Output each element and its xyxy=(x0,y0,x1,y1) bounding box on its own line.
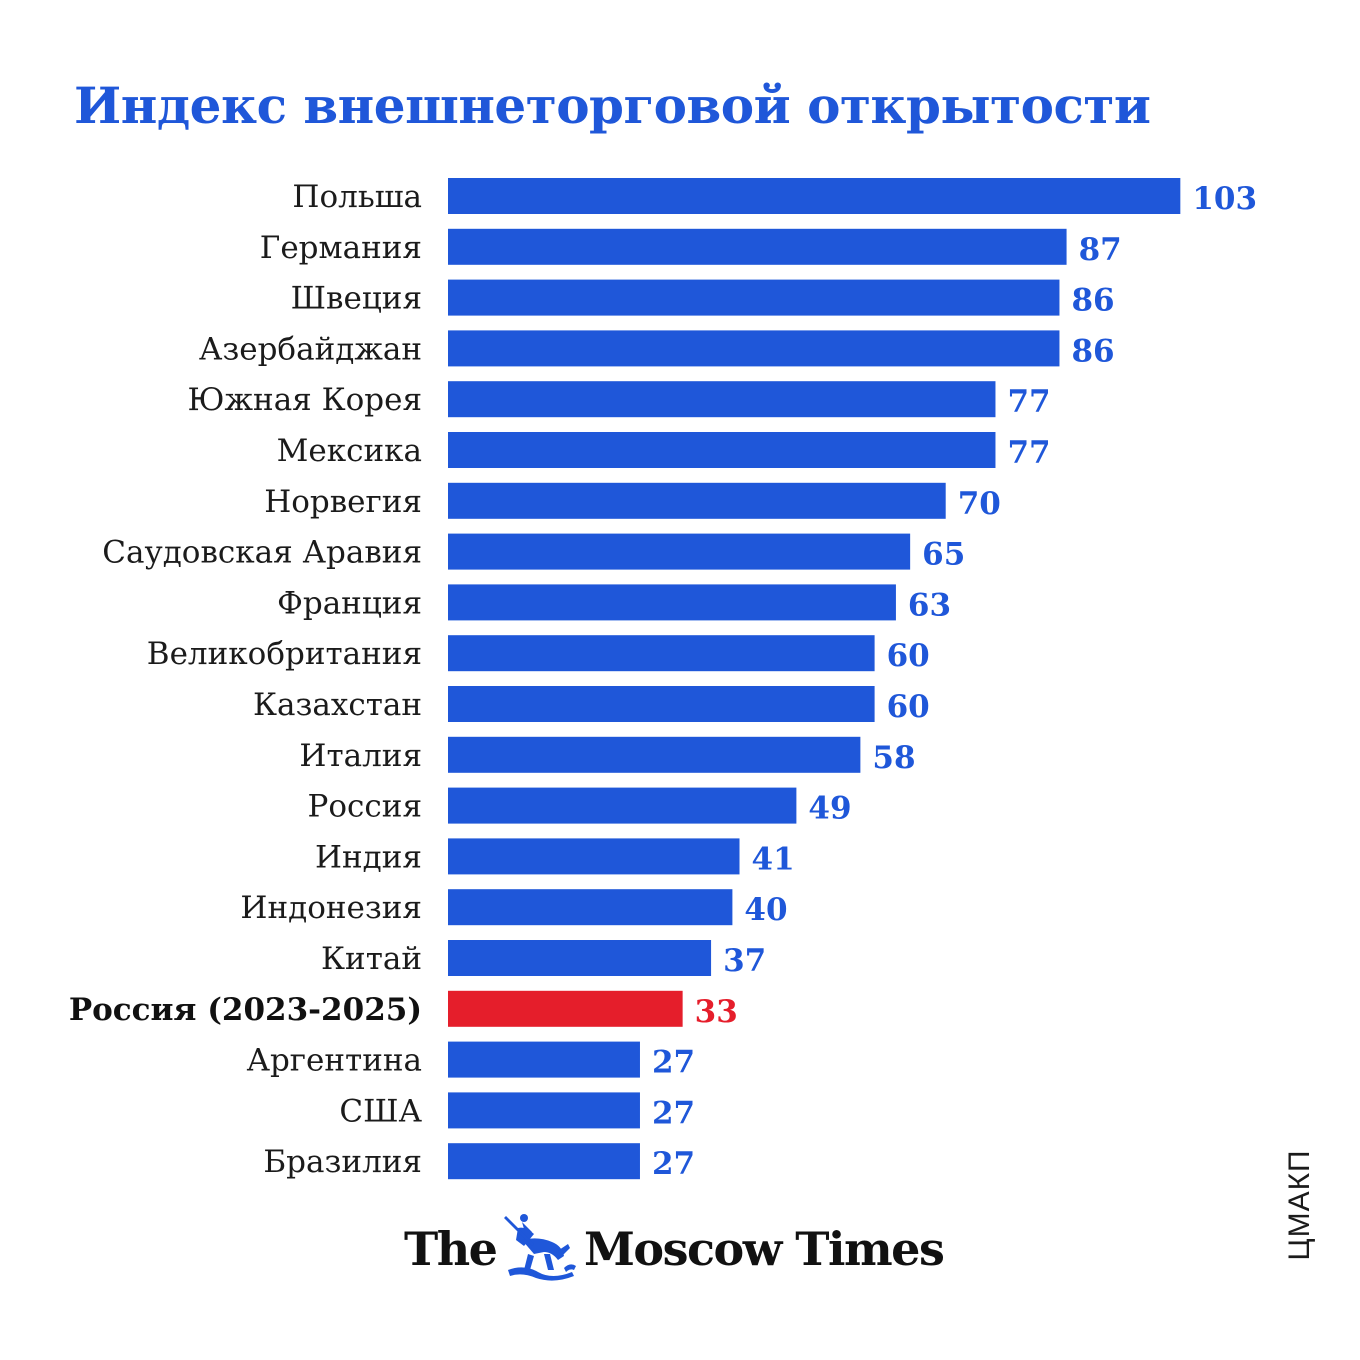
bar-highlight xyxy=(448,990,683,1027)
bar xyxy=(448,1143,640,1180)
value-label: 103 xyxy=(1192,181,1257,217)
bar xyxy=(448,940,712,976)
value-label: 40 xyxy=(744,892,787,928)
value-label: 60 xyxy=(887,638,930,674)
value-label: 27 xyxy=(652,1045,695,1081)
category-label: Аргентина xyxy=(246,1043,422,1079)
bar xyxy=(448,1092,640,1129)
bar xyxy=(448,178,1181,214)
category-label: Азербайджан xyxy=(199,331,422,367)
bar xyxy=(448,736,861,773)
bar xyxy=(448,635,875,672)
value-label: 86 xyxy=(1071,333,1114,369)
logo-word-the: The xyxy=(404,1222,498,1276)
bar xyxy=(448,1041,640,1078)
category-label: Индонезия xyxy=(240,890,422,926)
bar-chart: Польша 103 Германия 87 Швеция 86 Азербайджан 86… xyxy=(69,178,1257,1182)
value-label: 77 xyxy=(1007,435,1050,471)
bar xyxy=(448,686,875,722)
st-george-emblem-icon xyxy=(504,1214,576,1281)
category-label: Германия xyxy=(260,230,422,266)
logo-words-moscow-times: Moscow Times xyxy=(584,1222,945,1276)
category-label: Индия xyxy=(315,839,422,875)
value-label: 65 xyxy=(922,537,965,573)
category-label: Италия xyxy=(299,738,422,774)
category-label: США xyxy=(339,1093,422,1129)
bar xyxy=(448,482,946,519)
category-label: Бразилия xyxy=(263,1144,422,1180)
chart-title: Индекс внешнеторговой открытости xyxy=(74,76,1151,135)
value-label: 86 xyxy=(1071,283,1114,319)
bar xyxy=(448,279,1060,316)
bar xyxy=(448,889,733,926)
category-label: Великобритания xyxy=(147,636,422,672)
the-moscow-times-logo: The Moscow Times xyxy=(404,1208,964,1288)
category-label: Россия (2023-2025) xyxy=(69,992,422,1028)
category-label: Польша xyxy=(292,179,422,215)
bar xyxy=(448,432,996,468)
bar xyxy=(448,330,1060,367)
category-label: Южная Корея xyxy=(188,382,422,418)
category-label: Норвегия xyxy=(264,484,422,520)
value-label: 87 xyxy=(1079,232,1122,268)
category-label: Казахстан xyxy=(253,687,422,723)
value-label: 41 xyxy=(752,841,795,877)
value-label: 70 xyxy=(958,486,1001,522)
bar xyxy=(448,584,896,621)
value-label: 60 xyxy=(887,689,930,725)
source-label: ЦМАКП xyxy=(1270,1140,1330,1270)
value-label: 77 xyxy=(1007,384,1050,420)
bar xyxy=(448,228,1067,265)
category-label: Франция xyxy=(277,585,422,621)
value-label: 27 xyxy=(652,1095,695,1131)
category-label: Россия xyxy=(308,789,422,825)
bar xyxy=(448,533,911,570)
category-label: Саудовская Аравия xyxy=(102,535,422,571)
value-label: 49 xyxy=(808,791,851,827)
value-label: 37 xyxy=(723,943,766,979)
category-label: Китай xyxy=(321,941,422,977)
source-text: ЦМАКП xyxy=(1283,1149,1316,1261)
value-label: 33 xyxy=(695,994,738,1030)
category-label: Швеция xyxy=(291,281,422,317)
category-label: Мексика xyxy=(277,433,422,469)
bar xyxy=(448,787,797,824)
value-label: 63 xyxy=(908,587,951,623)
value-label: 58 xyxy=(872,740,915,776)
value-label: 27 xyxy=(652,1146,695,1182)
bar xyxy=(448,838,740,875)
bar xyxy=(448,381,996,418)
